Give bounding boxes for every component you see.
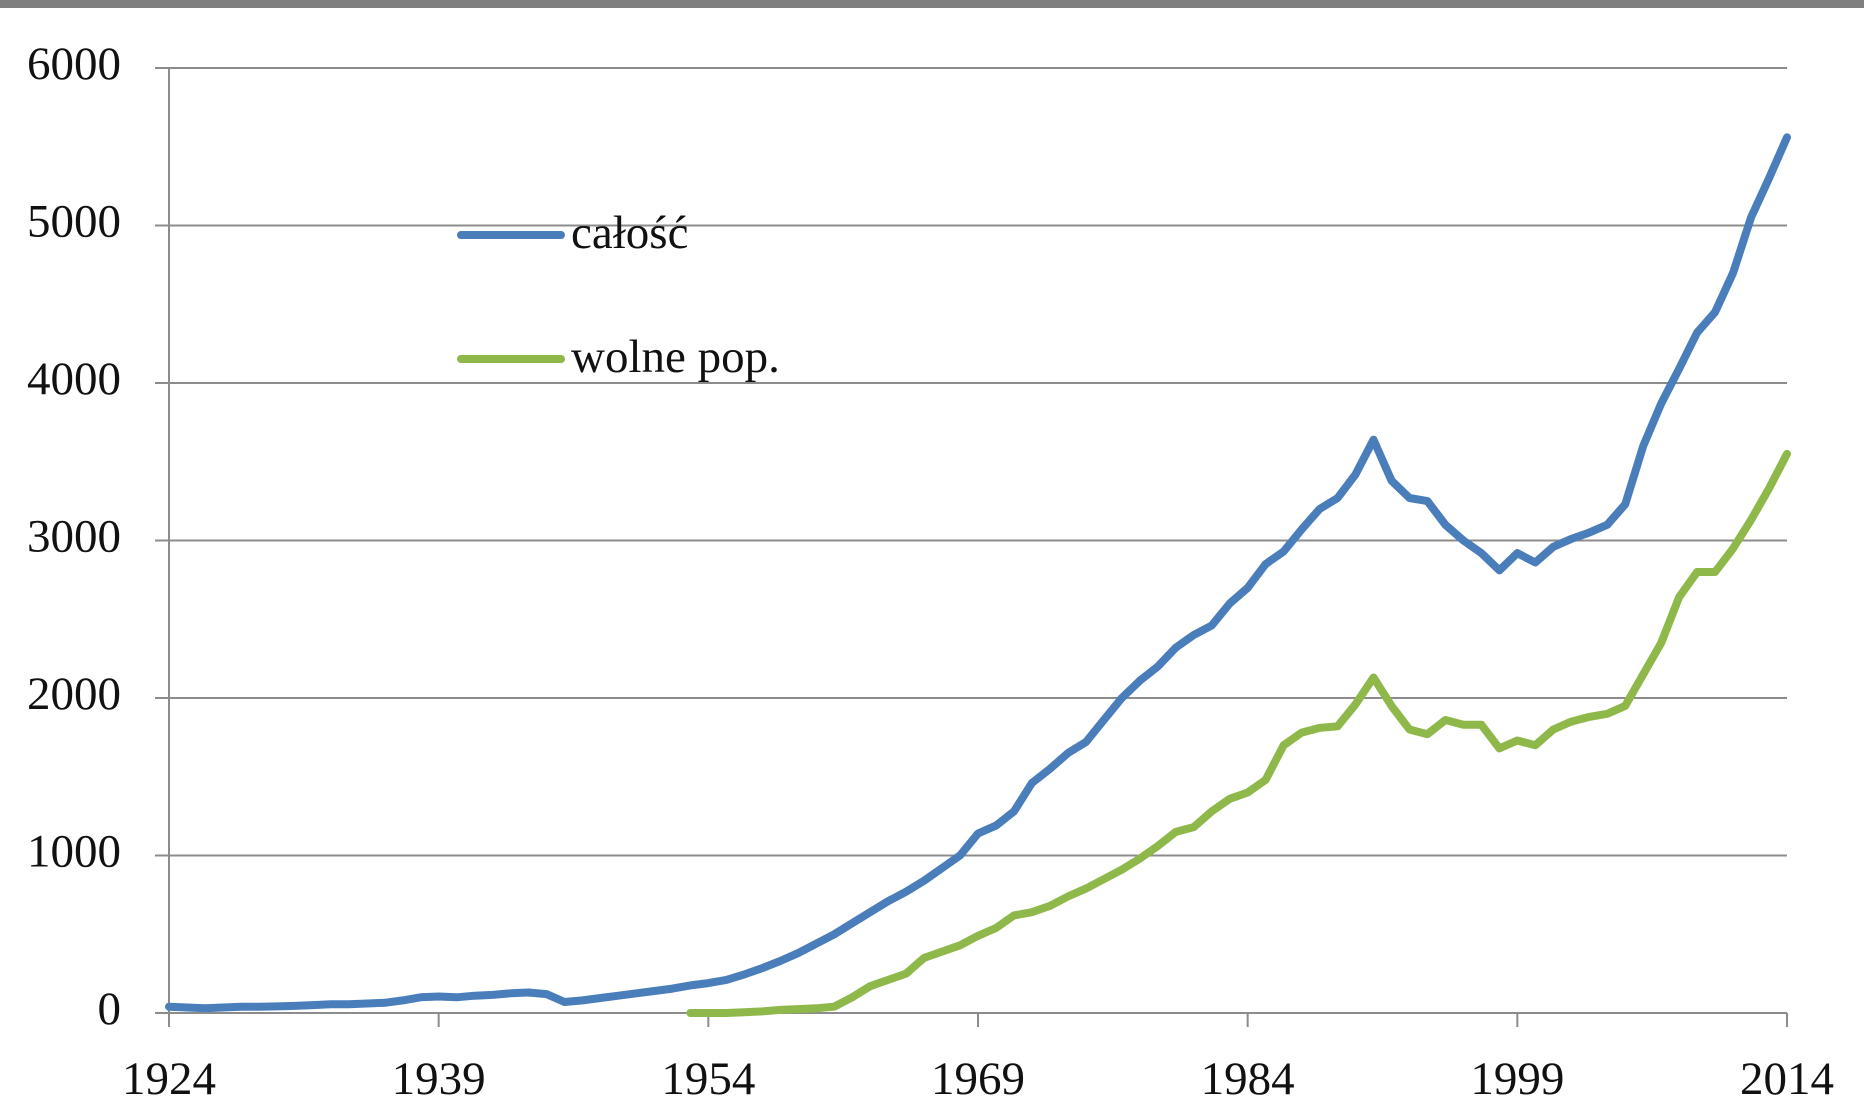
y-tick-label: 2000 [27, 668, 121, 720]
y-tick-label: 1000 [27, 825, 121, 877]
legend-label: całość [571, 207, 688, 259]
x-tick-label: 1954 [661, 1053, 755, 1104]
y-tick-label: 5000 [27, 195, 121, 247]
y-tick-label: 4000 [27, 353, 121, 405]
y-tick-label: 6000 [27, 38, 121, 90]
y-tick-label: 0 [98, 983, 122, 1035]
x-tick-label: 1939 [392, 1053, 486, 1104]
x-tick-label: 1924 [122, 1053, 216, 1104]
x-tick-label: 2014 [1740, 1053, 1834, 1104]
top-border [0, 0, 1864, 8]
line-series [165, 133, 1791, 1013]
line-series [686, 449, 1791, 1017]
y-tick-label: 3000 [27, 510, 121, 562]
x-tick-label: 1969 [931, 1053, 1025, 1104]
x-tick-label: 1999 [1470, 1053, 1564, 1104]
x-tick-label: 1984 [1201, 1053, 1295, 1104]
legend-label: wolne pop. [571, 331, 780, 383]
